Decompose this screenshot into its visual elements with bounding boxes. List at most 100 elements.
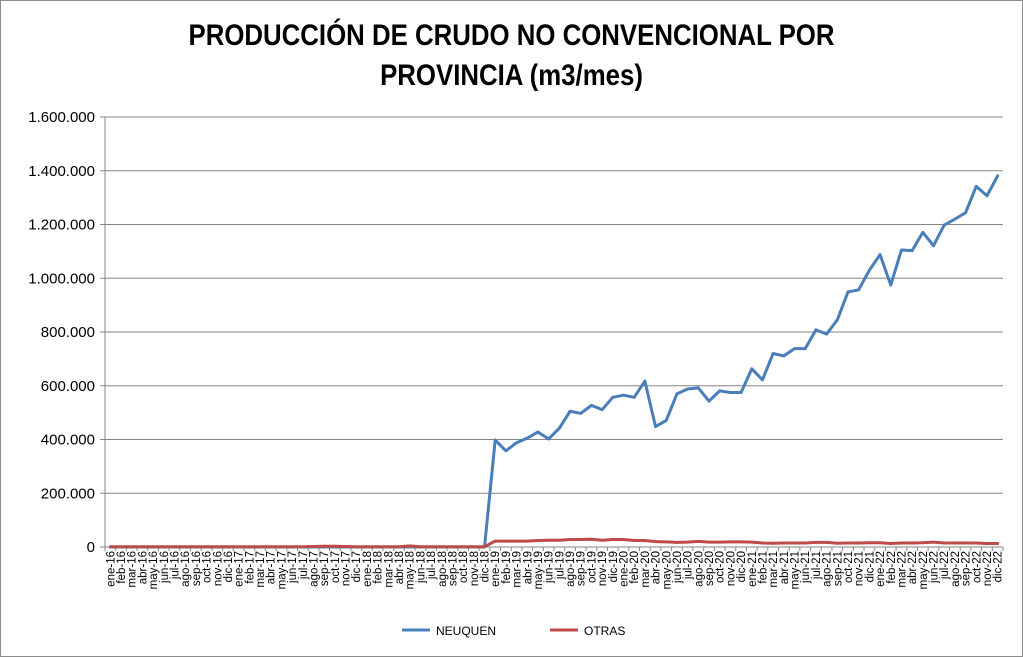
data-point-otras xyxy=(247,545,251,549)
x-tick-label: nov-20 xyxy=(725,551,737,586)
chart-title-line-1: PRODUCCIÓN DE CRUDO NO CONVENCIONAL POR xyxy=(188,19,835,52)
x-tick-label: jun-20 xyxy=(672,551,684,584)
x-tick-label: dic-20 xyxy=(736,551,748,582)
x-tick-label: abr-19 xyxy=(522,551,534,584)
data-point-otras xyxy=(964,541,967,545)
y-tick-label: 600.000 xyxy=(41,378,95,395)
data-point-otras xyxy=(141,545,144,549)
data-point-neuquen xyxy=(525,436,529,440)
x-tick-label: mar-16 xyxy=(127,551,139,587)
data-point-otras xyxy=(622,538,625,541)
data-point-neuquen xyxy=(547,437,551,441)
x-tick-label: ago-22 xyxy=(950,551,962,587)
data-point-otras xyxy=(504,539,508,543)
data-point-neuquen xyxy=(654,425,657,428)
y-tick-label: 1.200.000 xyxy=(28,217,95,234)
x-tick-label: mar-17 xyxy=(255,551,267,587)
x-tick-label: feb-16 xyxy=(116,551,128,584)
x-tick-label: ago-19 xyxy=(565,551,577,587)
data-point-neuquen xyxy=(728,391,732,394)
x-tick-label: nov-21 xyxy=(854,551,866,586)
x-tick-label: ene-20 xyxy=(618,551,630,587)
x-tick-label: nov-19 xyxy=(597,551,609,586)
x-tick-label: oct-19 xyxy=(586,551,598,583)
x-tick-label: may-22 xyxy=(918,551,930,589)
data-point-neuquen xyxy=(793,347,796,351)
y-tick-label: 200.000 xyxy=(41,485,95,502)
data-point-otras xyxy=(418,545,422,549)
data-point-otras xyxy=(525,539,529,543)
data-point-otras xyxy=(183,545,187,549)
data-point-neuquen xyxy=(846,290,850,294)
data-point-otras xyxy=(344,545,347,548)
data-point-otras xyxy=(953,541,957,545)
data-point-neuquen xyxy=(611,395,615,399)
x-tick-label: mar-19 xyxy=(512,551,524,587)
data-point-otras xyxy=(269,545,273,549)
data-point-neuquen xyxy=(568,409,572,413)
data-point-otras xyxy=(878,541,882,545)
x-tick-label: abr-17 xyxy=(266,551,278,584)
data-point-otras xyxy=(483,545,486,549)
x-tick-label: ago-16 xyxy=(180,551,192,587)
data-point-otras xyxy=(643,539,647,542)
x-tick-label: abr-20 xyxy=(651,551,663,584)
data-point-otras xyxy=(429,545,433,549)
x-tick-label: sep-16 xyxy=(191,551,203,586)
x-tick-label: feb-17 xyxy=(244,551,256,584)
x-tick-label: abr-16 xyxy=(137,551,149,584)
x-tick-label: sep-20 xyxy=(704,551,716,586)
data-point-otras xyxy=(290,545,294,549)
data-point-otras xyxy=(205,545,208,549)
data-point-otras xyxy=(985,542,989,545)
data-point-otras xyxy=(771,541,775,545)
data-point-otras xyxy=(162,545,166,549)
data-point-otras xyxy=(493,539,497,543)
x-tick-label: abr-21 xyxy=(779,551,791,584)
data-point-otras xyxy=(761,541,764,545)
x-tick-label: ene-18 xyxy=(362,551,374,587)
data-point-neuquen xyxy=(921,230,925,234)
x-tick-label: mar-22 xyxy=(896,551,908,587)
data-point-otras xyxy=(696,539,700,543)
x-tick-label: jun-16 xyxy=(159,551,171,584)
x-tick-label: ene-17 xyxy=(234,551,246,587)
data-point-neuquen xyxy=(964,211,967,215)
data-point-otras xyxy=(451,545,454,549)
data-point-neuquen xyxy=(718,389,722,393)
x-tick-label: mar-21 xyxy=(768,551,780,587)
x-tick-label: mar-18 xyxy=(383,551,395,587)
x-tick-label: may-17 xyxy=(276,551,288,589)
data-point-neuquen xyxy=(686,387,690,391)
data-point-otras xyxy=(675,541,679,544)
data-point-otras xyxy=(386,545,390,549)
data-point-neuquen xyxy=(953,217,957,221)
x-tick-label: jun-17 xyxy=(287,551,299,584)
data-point-otras xyxy=(910,541,914,545)
data-point-neuquen xyxy=(867,268,871,272)
data-point-otras xyxy=(515,539,518,543)
data-point-otras xyxy=(600,538,604,542)
x-tick-label: dic-21 xyxy=(864,551,876,582)
x-tick-label: sep-22 xyxy=(961,551,973,586)
data-point-otras xyxy=(611,538,615,541)
data-point-otras xyxy=(173,545,176,549)
x-tick-label: dic-19 xyxy=(608,551,620,582)
x-tick-label: dic-22 xyxy=(993,551,1005,582)
data-point-otras xyxy=(921,541,925,545)
data-point-neuquen xyxy=(835,318,839,322)
data-point-neuquen xyxy=(750,367,754,371)
data-point-otras xyxy=(557,538,561,542)
x-tick-label: jul-18 xyxy=(426,551,438,580)
data-point-otras xyxy=(750,540,754,544)
data-point-otras xyxy=(846,541,850,545)
data-point-neuquen xyxy=(536,430,540,434)
data-point-neuquen xyxy=(761,378,764,382)
data-point-otras xyxy=(215,545,219,549)
x-tick-label: jul-22 xyxy=(939,551,951,580)
x-tick-label: feb-19 xyxy=(501,551,513,584)
data-point-otras xyxy=(996,542,1000,545)
data-point-otras xyxy=(857,541,861,545)
data-point-neuquen xyxy=(825,332,829,336)
x-tick-label: dic-17 xyxy=(351,551,363,582)
